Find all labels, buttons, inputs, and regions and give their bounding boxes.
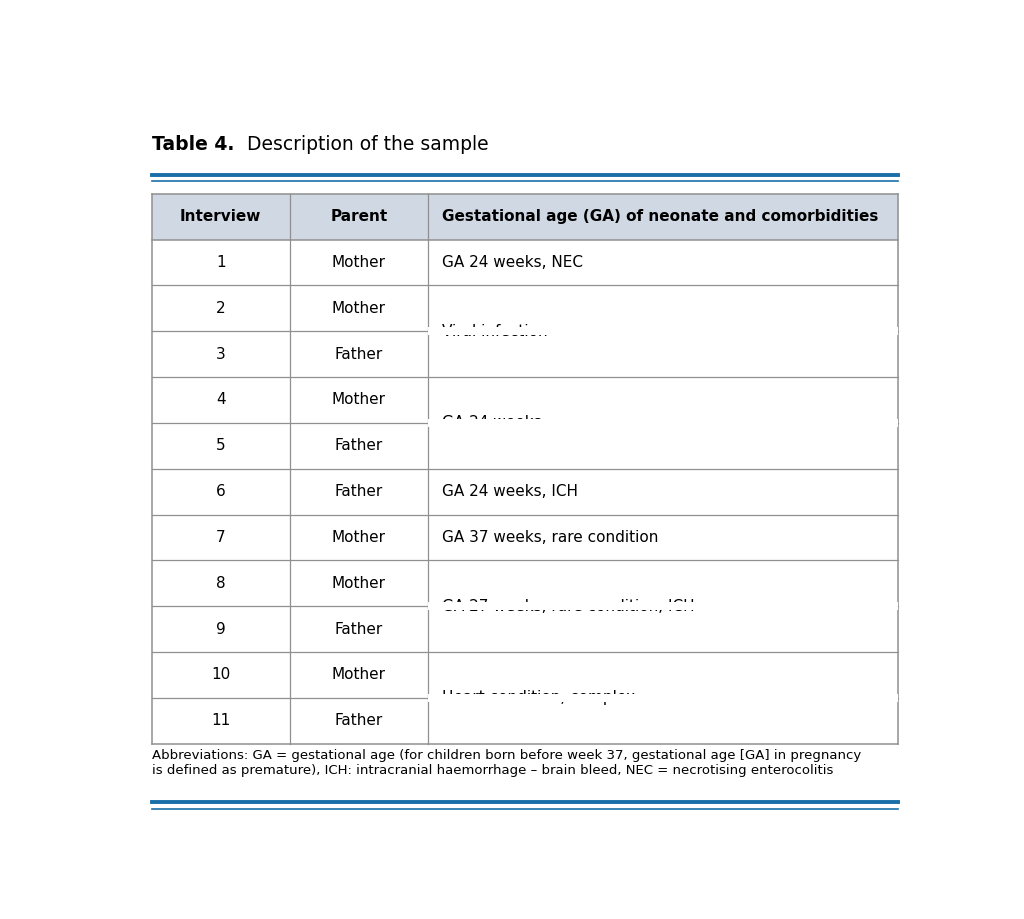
Text: Mother: Mother (332, 575, 386, 591)
Text: 4: 4 (216, 392, 225, 407)
Text: 5: 5 (216, 438, 225, 453)
Text: Table 4.: Table 4. (152, 135, 234, 154)
Text: 11: 11 (211, 713, 230, 728)
Text: 6: 6 (216, 484, 225, 499)
Text: Interview: Interview (180, 210, 261, 224)
Text: Father: Father (335, 621, 383, 637)
Text: 2: 2 (216, 301, 225, 316)
Text: 9: 9 (216, 621, 225, 637)
Bar (152, 194, 898, 240)
Text: Description of the sample: Description of the sample (242, 135, 489, 154)
Text: GA 27 weeks, rare condition, ICH: GA 27 weeks, rare condition, ICH (442, 598, 694, 614)
Text: 3: 3 (216, 346, 225, 362)
Text: Viral infection: Viral infection (442, 323, 548, 339)
Text: Father: Father (335, 484, 383, 499)
Text: GA 24 weeks, ICH: GA 24 weeks, ICH (442, 484, 579, 499)
Text: Mother: Mother (332, 301, 386, 316)
Text: Heart condition, complex: Heart condition, complex (442, 690, 635, 705)
Text: Father: Father (335, 346, 383, 362)
Text: 1: 1 (216, 255, 225, 270)
Text: 7: 7 (216, 530, 225, 545)
Text: Father: Father (335, 438, 383, 453)
Text: Gestational age (GA) of neonate and comorbidities: Gestational age (GA) of neonate and como… (442, 210, 879, 224)
Text: Mother: Mother (332, 667, 386, 683)
Text: Mother: Mother (332, 255, 386, 270)
Text: 8: 8 (216, 575, 225, 591)
Text: Mother: Mother (332, 392, 386, 407)
Text: Mother: Mother (332, 530, 386, 545)
Text: 10: 10 (211, 667, 230, 683)
Bar (428, 419, 898, 427)
Bar (428, 602, 898, 610)
Text: Father: Father (335, 713, 383, 728)
Bar (428, 327, 898, 335)
Text: Abbreviations: GA = gestational age (for children born before week 37, gestation: Abbreviations: GA = gestational age (for… (152, 749, 861, 777)
Text: GA 24 weeks, NEC: GA 24 weeks, NEC (442, 255, 583, 270)
Bar (428, 694, 898, 702)
Text: GA 24 weeks: GA 24 weeks (442, 415, 542, 430)
Text: Parent: Parent (330, 210, 387, 224)
Text: GA 37 weeks, rare condition: GA 37 weeks, rare condition (442, 530, 658, 545)
